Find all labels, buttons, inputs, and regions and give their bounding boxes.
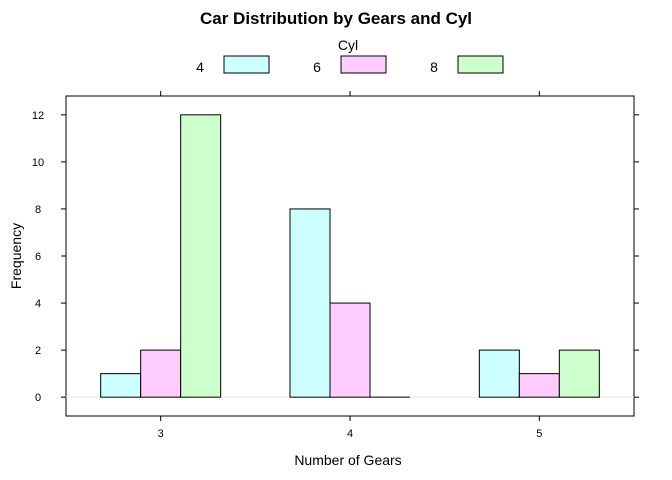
y-tick-label: 6 <box>35 251 41 263</box>
bar-cyl-8-gear-5 <box>558 349 600 398</box>
y-tick-label: 8 <box>35 204 41 216</box>
legend-swatch <box>457 55 504 74</box>
legend-title: Cyl <box>338 37 358 53</box>
bars <box>100 114 600 398</box>
x-tick-label: 3 <box>158 428 164 440</box>
y-tick-label: 2 <box>35 345 41 357</box>
legend-label: 8 <box>430 59 438 75</box>
legend-swatch <box>223 55 270 74</box>
legend-swatch <box>340 55 387 74</box>
x-axis-label: Number of Gears <box>294 452 401 468</box>
y-axis: 0 2 4 6 8 10 12 <box>32 110 639 404</box>
legend: 4 6 8 <box>196 55 504 75</box>
bar-cyl-8-gear-3 <box>180 114 222 398</box>
x-tick-label: 4 <box>347 428 353 440</box>
bar-cyl-6-gear-4 <box>329 302 371 398</box>
bar-cyl-4-gear-4 <box>289 208 331 398</box>
y-axis-label: Frequency <box>8 223 24 289</box>
x-tick-label: 5 <box>536 428 542 440</box>
y-tick-label: 4 <box>35 298 41 310</box>
legend-label: 4 <box>196 59 204 75</box>
bar-cyl-4-gear-5 <box>478 349 520 398</box>
bar-cyl-4-gear-3 <box>100 373 142 398</box>
bar-cyl-6-gear-3 <box>140 349 182 398</box>
y-tick-label: 10 <box>32 157 44 169</box>
bar-cyl-6-gear-5 <box>518 373 560 398</box>
x-axis: 3 4 5 <box>158 91 542 440</box>
legend-label: 6 <box>313 59 321 75</box>
chart-title: Car Distribution by Gears and Cyl <box>200 9 472 28</box>
y-tick-label: 0 <box>35 392 41 404</box>
y-tick-label: 12 <box>32 110 44 122</box>
